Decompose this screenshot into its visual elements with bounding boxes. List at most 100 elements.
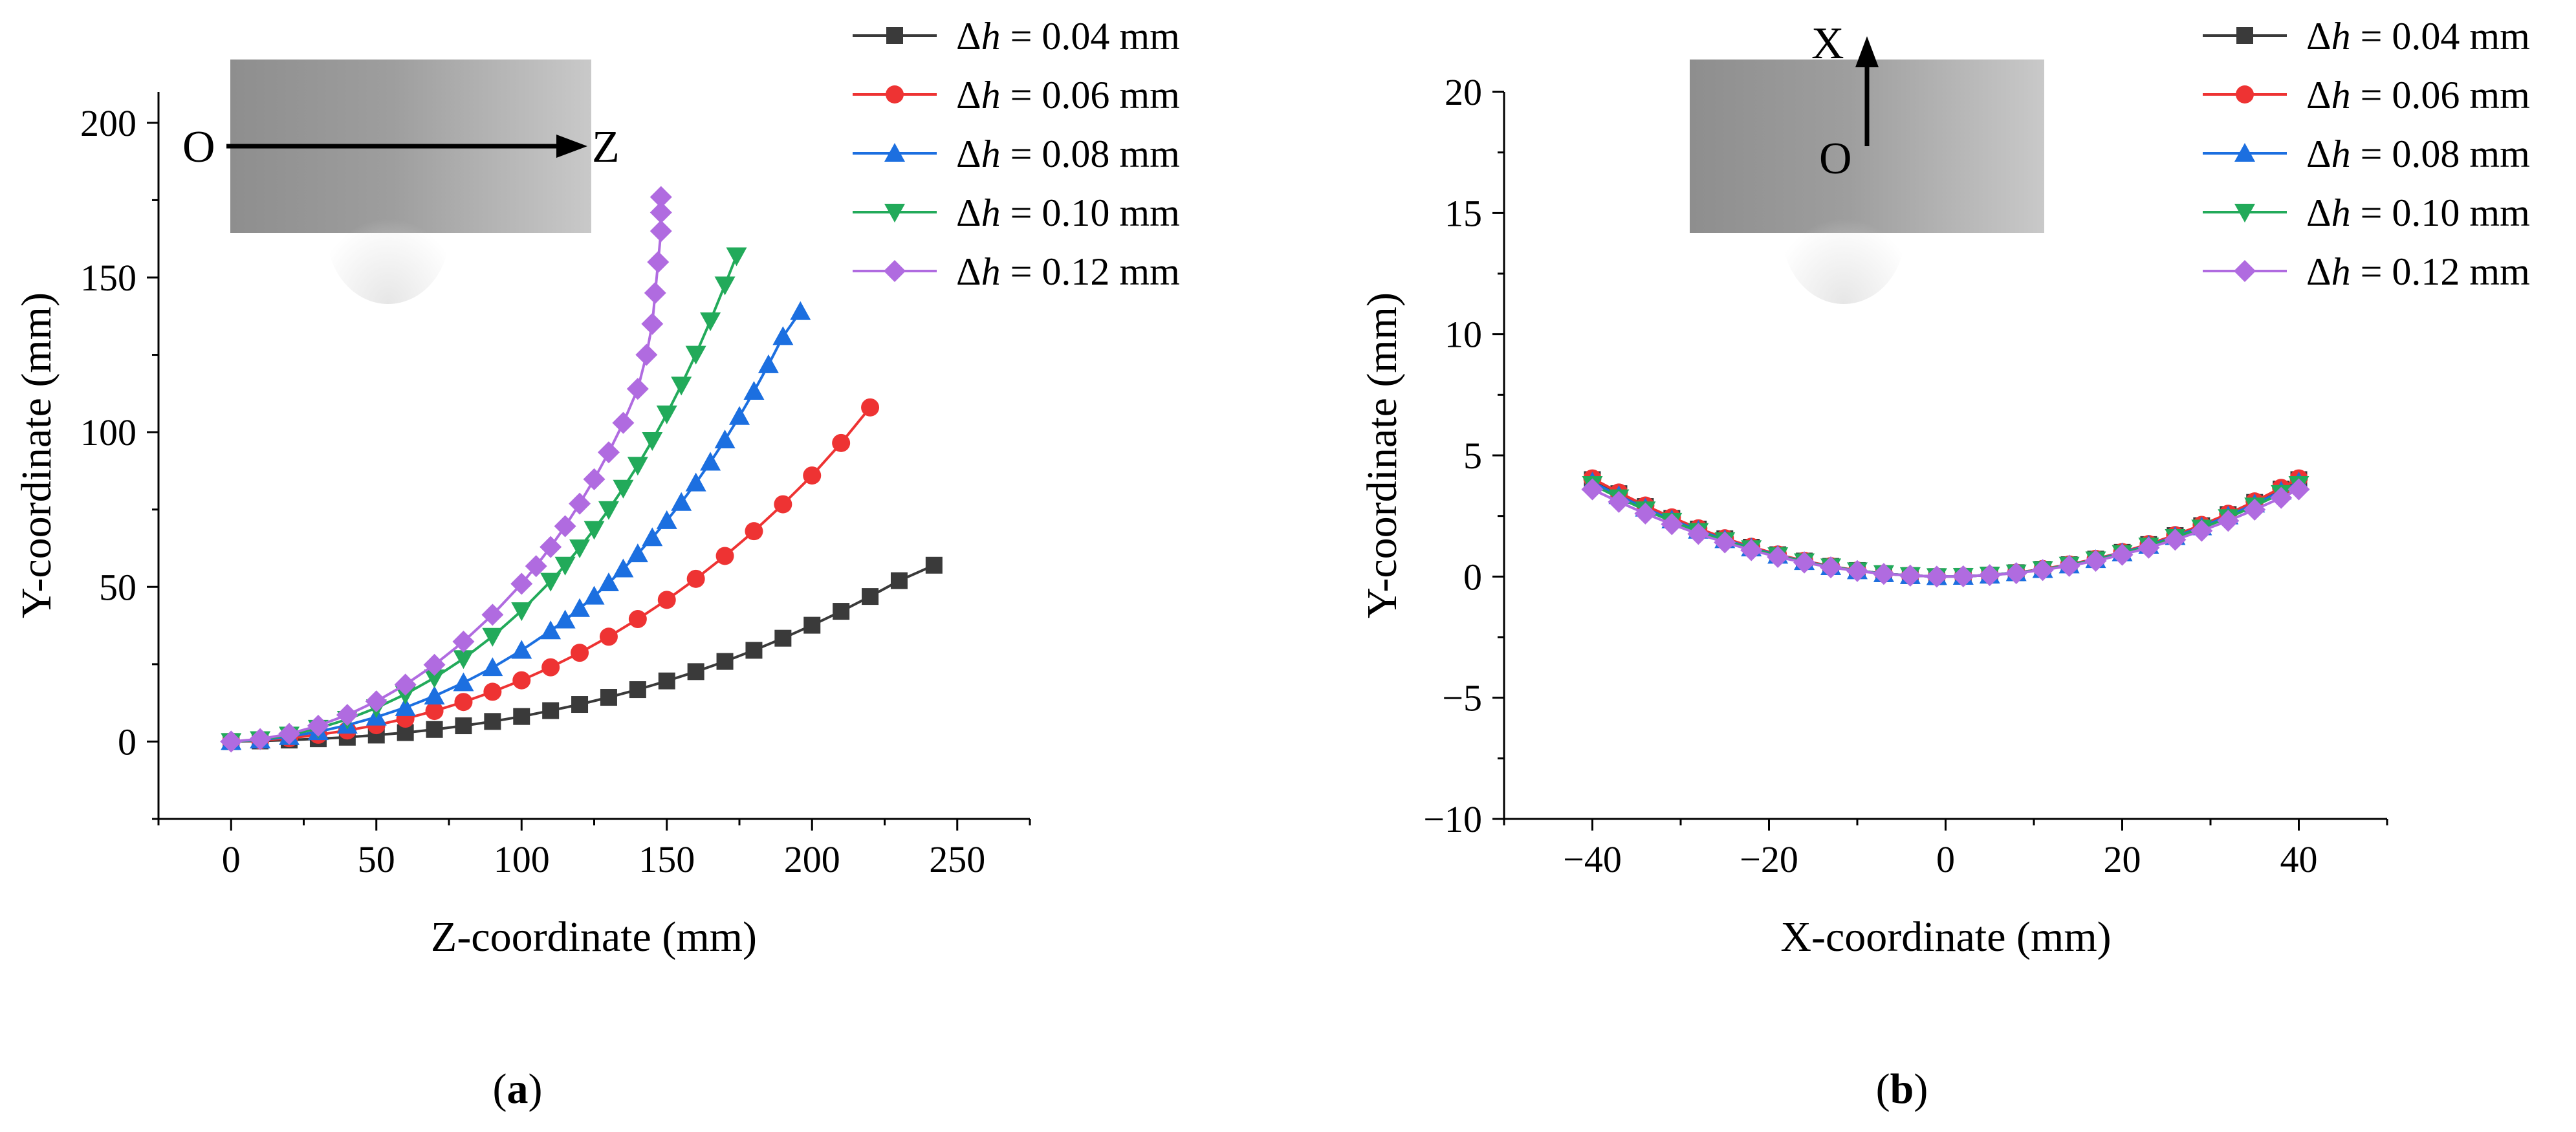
panel-a-data-point bbox=[220, 730, 243, 753]
panel-b-data-point bbox=[1846, 560, 1868, 582]
panel-a-data-point bbox=[540, 572, 562, 592]
panel-a-data-point bbox=[512, 671, 531, 690]
panel-a-x-tick-label: 200 bbox=[784, 838, 840, 880]
panel-a-data-point bbox=[628, 610, 647, 629]
legend-delta: Δ bbox=[956, 15, 981, 58]
panel-a-series-s012 bbox=[220, 186, 672, 753]
panel-b-data-point bbox=[1714, 531, 1736, 554]
panel-a-data-point bbox=[832, 433, 851, 452]
panel-a-data-point bbox=[774, 629, 792, 647]
panel-a-legend-marker bbox=[884, 204, 905, 223]
panel-b-y-tick-label: 10 bbox=[1445, 314, 1482, 356]
panel-b-x-tick-label: 0 bbox=[1936, 838, 1955, 880]
panel-b-data-point bbox=[1661, 513, 1683, 536]
legend-delta: Δ bbox=[2306, 191, 2331, 234]
panel-a-data-point bbox=[423, 653, 446, 676]
panel-a-data-point bbox=[483, 682, 502, 701]
panel-b-legend-label: Δh = 0.10 mm bbox=[2306, 191, 2530, 234]
panel-a-data-point bbox=[554, 515, 576, 538]
panel-a-data-point bbox=[571, 696, 589, 713]
legend-var: h bbox=[981, 250, 1001, 293]
panel-b-y-tick-label: 0 bbox=[1463, 556, 1482, 598]
panel-a-x-tick-label: 0 bbox=[222, 838, 241, 880]
panel-a-data-point bbox=[627, 457, 648, 476]
panel-a-legend-label: Δh = 0.06 mm bbox=[956, 74, 1180, 116]
panel-b-series-s012 bbox=[1581, 478, 2310, 588]
panel-a-data-point bbox=[525, 555, 547, 578]
legend-value: = 0.10 mm bbox=[2351, 191, 2530, 234]
panel-a-data-point bbox=[862, 588, 879, 605]
panel-a-data-point bbox=[745, 522, 763, 541]
panel-b-legend-entry: Δh = 0.06 mm bbox=[2203, 74, 2530, 116]
panel-b-y-tick-label: −5 bbox=[1442, 677, 1482, 719]
legend-value: = 0.04 mm bbox=[1001, 15, 1180, 58]
panel-b-x-tick-label: 40 bbox=[2280, 838, 2318, 880]
panel-a-y-tick-label: 50 bbox=[99, 566, 136, 608]
panel-a-data-point bbox=[455, 717, 472, 735]
panel-a-data-point bbox=[554, 609, 576, 629]
panel-a-data-point bbox=[774, 495, 792, 514]
panel-b-inset-arrowhead bbox=[1855, 36, 1879, 67]
panel-b-inset-glow bbox=[1782, 162, 1905, 304]
panel-b-data-point bbox=[1978, 564, 2001, 587]
panel-b-inset-origin-label: O bbox=[1819, 134, 1852, 184]
panel-a-chart: O Z 0 50 100 150 200 250 0 50 100 150 200 Z-coordin… bbox=[13, 15, 1180, 1113]
panel-a-x-tick-label: 100 bbox=[494, 838, 550, 880]
panel-a-data-point bbox=[394, 673, 417, 696]
panel-a-data-point bbox=[600, 689, 617, 706]
panel-a-data-point bbox=[453, 672, 474, 691]
panel-a-data-point bbox=[598, 501, 619, 520]
panel-a-data-point bbox=[307, 715, 329, 737]
panel-a-data-point bbox=[482, 657, 503, 677]
legend-var: h bbox=[2331, 133, 2351, 175]
panel-a-y-tick-label: 200 bbox=[80, 102, 136, 144]
panel-a-series bbox=[220, 186, 943, 753]
legend-delta: Δ bbox=[2306, 74, 2331, 116]
panel-a-data-point bbox=[453, 650, 474, 669]
panel-b-legend-marker bbox=[2236, 85, 2254, 103]
panel-a-y-tick-label: 0 bbox=[118, 721, 136, 763]
panel-a-data-point bbox=[656, 405, 677, 424]
panel-b-data-point bbox=[1872, 563, 1895, 585]
panel-a-data-point bbox=[700, 452, 721, 471]
panel-a-inset-axis-label: Z bbox=[592, 122, 620, 172]
panel-b-data-point bbox=[2217, 510, 2240, 532]
panel-a-data-point bbox=[715, 547, 734, 565]
panel-a-y-axis-title: Y-coordinate (mm) bbox=[13, 292, 60, 618]
panel-b-legend-entry: Δh = 0.12 mm bbox=[2203, 250, 2530, 293]
panel-b-data-point bbox=[2111, 543, 2134, 566]
panel-a-data-point bbox=[612, 411, 635, 434]
panel-a-legend-marker bbox=[884, 260, 906, 282]
panel-b-label-letter: b bbox=[1890, 1065, 1914, 1113]
panel-a-data-point bbox=[395, 697, 416, 716]
panel-a-data-point bbox=[658, 672, 675, 690]
panel-b-chart: X O −40 −20 0 20 40 −10 −5 0 5 10 15 20 X-coordinate… bbox=[1359, 15, 2530, 1113]
panel-a-data-point bbox=[613, 479, 634, 499]
panel-b-data-point bbox=[2164, 528, 2187, 551]
panel-b-data-point bbox=[1925, 565, 1948, 588]
panel-a-data-point bbox=[510, 572, 533, 595]
panel-a-data-point bbox=[686, 569, 705, 588]
panel-a-data-point bbox=[598, 572, 619, 592]
legend-delta: Δ bbox=[2306, 15, 2331, 58]
panel-a-data-point bbox=[644, 281, 666, 304]
panel-a-data-point bbox=[803, 616, 821, 634]
panel-b-y-tick-label: 5 bbox=[1463, 435, 1482, 477]
panel-a-data-point bbox=[540, 536, 562, 558]
legend-value: = 0.12 mm bbox=[2351, 250, 2530, 293]
panel-b-data-point bbox=[1634, 502, 1657, 525]
panel-a-data-point bbox=[571, 644, 589, 662]
panel-b-data-point bbox=[1608, 490, 1630, 513]
panel-a-data-point bbox=[481, 604, 504, 626]
panel-a-data-point bbox=[629, 681, 646, 699]
panel-a-data-point bbox=[511, 640, 532, 659]
panel-b-data-point bbox=[2270, 486, 2293, 509]
panel-a-data-point bbox=[641, 312, 664, 335]
panel-a-data-point bbox=[584, 585, 605, 605]
panel-a-data-point bbox=[700, 312, 721, 331]
panel-b-x-tick-label: −20 bbox=[1740, 838, 1798, 880]
panel-a-data-point bbox=[687, 663, 704, 680]
panel-a-label-close: ) bbox=[529, 1065, 543, 1113]
panel-a-data-point bbox=[542, 702, 560, 719]
